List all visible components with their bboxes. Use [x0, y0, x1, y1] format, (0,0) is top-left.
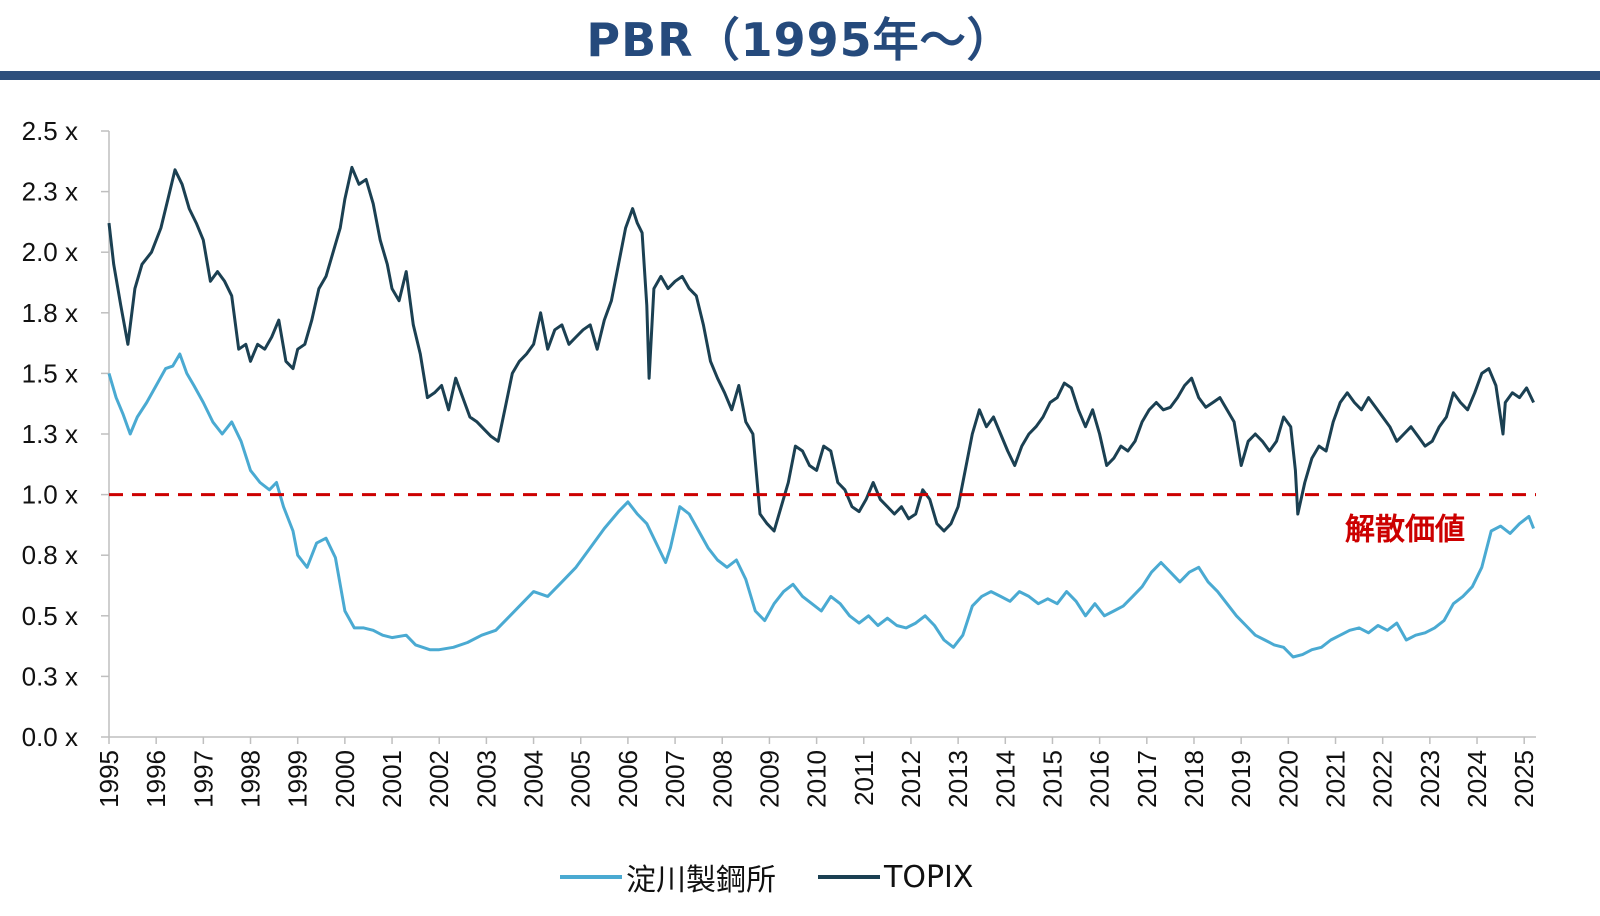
x-tick-label: 2011	[849, 750, 879, 806]
y-tick-label: 1.0 x	[22, 480, 78, 510]
x-tick-label: 2012	[896, 750, 926, 808]
x-tick-label: 2006	[613, 750, 643, 808]
x-tick-label: 1996	[141, 750, 171, 808]
y-tick-label: 0.3 x	[22, 661, 78, 691]
x-tick-label: 2024	[1462, 750, 1492, 808]
x-tick-label: 2013	[943, 750, 973, 808]
x-tick-label: 2015	[1037, 750, 1067, 808]
x-tick-label: 2018	[1179, 750, 1209, 808]
y-tick-label: 0.0 x	[22, 722, 78, 752]
y-tick-label: 2.3 x	[22, 177, 78, 207]
x-tick-label: 1995	[94, 750, 124, 808]
y-tick-label: 0.8 x	[22, 540, 78, 570]
legend-label-topix: TOPIX	[884, 859, 974, 895]
y-tick-label: 1.3 x	[22, 419, 78, 449]
y-tick-label: 2.5 x	[22, 116, 78, 146]
x-tick-label: 2025	[1509, 750, 1539, 808]
x-tick-label: 2005	[566, 750, 596, 808]
series-line-topix	[107, 165, 1535, 533]
x-tick-label: 1999	[283, 750, 313, 808]
y-tick-label: 0.5 x	[22, 601, 78, 631]
x-tick-label: 1997	[188, 750, 218, 808]
x-tick-label: 2003	[471, 750, 501, 808]
legend-swatch-yodogawa	[560, 875, 622, 879]
x-tick-label: 2019	[1226, 750, 1256, 808]
x-tick-label: 2010	[802, 750, 832, 808]
x-tick-label: 2001	[377, 750, 407, 808]
x-tick-label: 2020	[1273, 750, 1303, 808]
y-tick-label: 1.5 x	[22, 358, 78, 388]
x-tick-label: 2023	[1415, 750, 1445, 808]
y-tick-label: 1.8 x	[22, 298, 78, 328]
legend-item-topix: TOPIX	[818, 860, 973, 895]
chart-title: PBR（1995年～）	[586, 13, 1014, 67]
x-tick-label: 1998	[236, 750, 266, 808]
reference-layer: 解散価値	[109, 493, 1536, 548]
x-tick-label: 2000	[330, 750, 360, 808]
x-tick-label: 2002	[424, 750, 454, 808]
y-axis: 0.0 x 0.3 x 0.5 x 0.8 x 1.0 x 1.3 x 1.5 x 1.8 x…	[22, 116, 110, 752]
x-tick-label: 2008	[707, 750, 737, 808]
series-line-yodogawa	[107, 352, 1535, 659]
x-tick-label: 2007	[660, 750, 690, 808]
x-tick-label: 2014	[990, 750, 1020, 808]
x-axis: 1995 1996 1997 1998 1999 2000 2001 2002 2003 2004…	[94, 736, 1539, 808]
title-underline	[0, 71, 1600, 80]
series-layer	[107, 165, 1535, 659]
x-tick-label: 2022	[1368, 750, 1398, 808]
x-tick-label: 2009	[754, 750, 784, 808]
x-tick-label: 2017	[1132, 750, 1162, 808]
x-tick-label: 2016	[1085, 750, 1115, 808]
breakup-value-label: 解散価値	[1345, 513, 1465, 548]
legend-item-yodogawa: 淀川製鋼所	[560, 855, 776, 899]
legend: 淀川製鋼所 TOPIX	[560, 852, 973, 902]
x-tick-label: 2004	[519, 750, 549, 808]
y-tick-label: 2.0 x	[22, 237, 78, 267]
x-tick-label: 2021	[1321, 750, 1351, 808]
legend-swatch-topix	[818, 875, 880, 879]
legend-label-yodogawa: 淀川製鋼所	[626, 863, 776, 898]
